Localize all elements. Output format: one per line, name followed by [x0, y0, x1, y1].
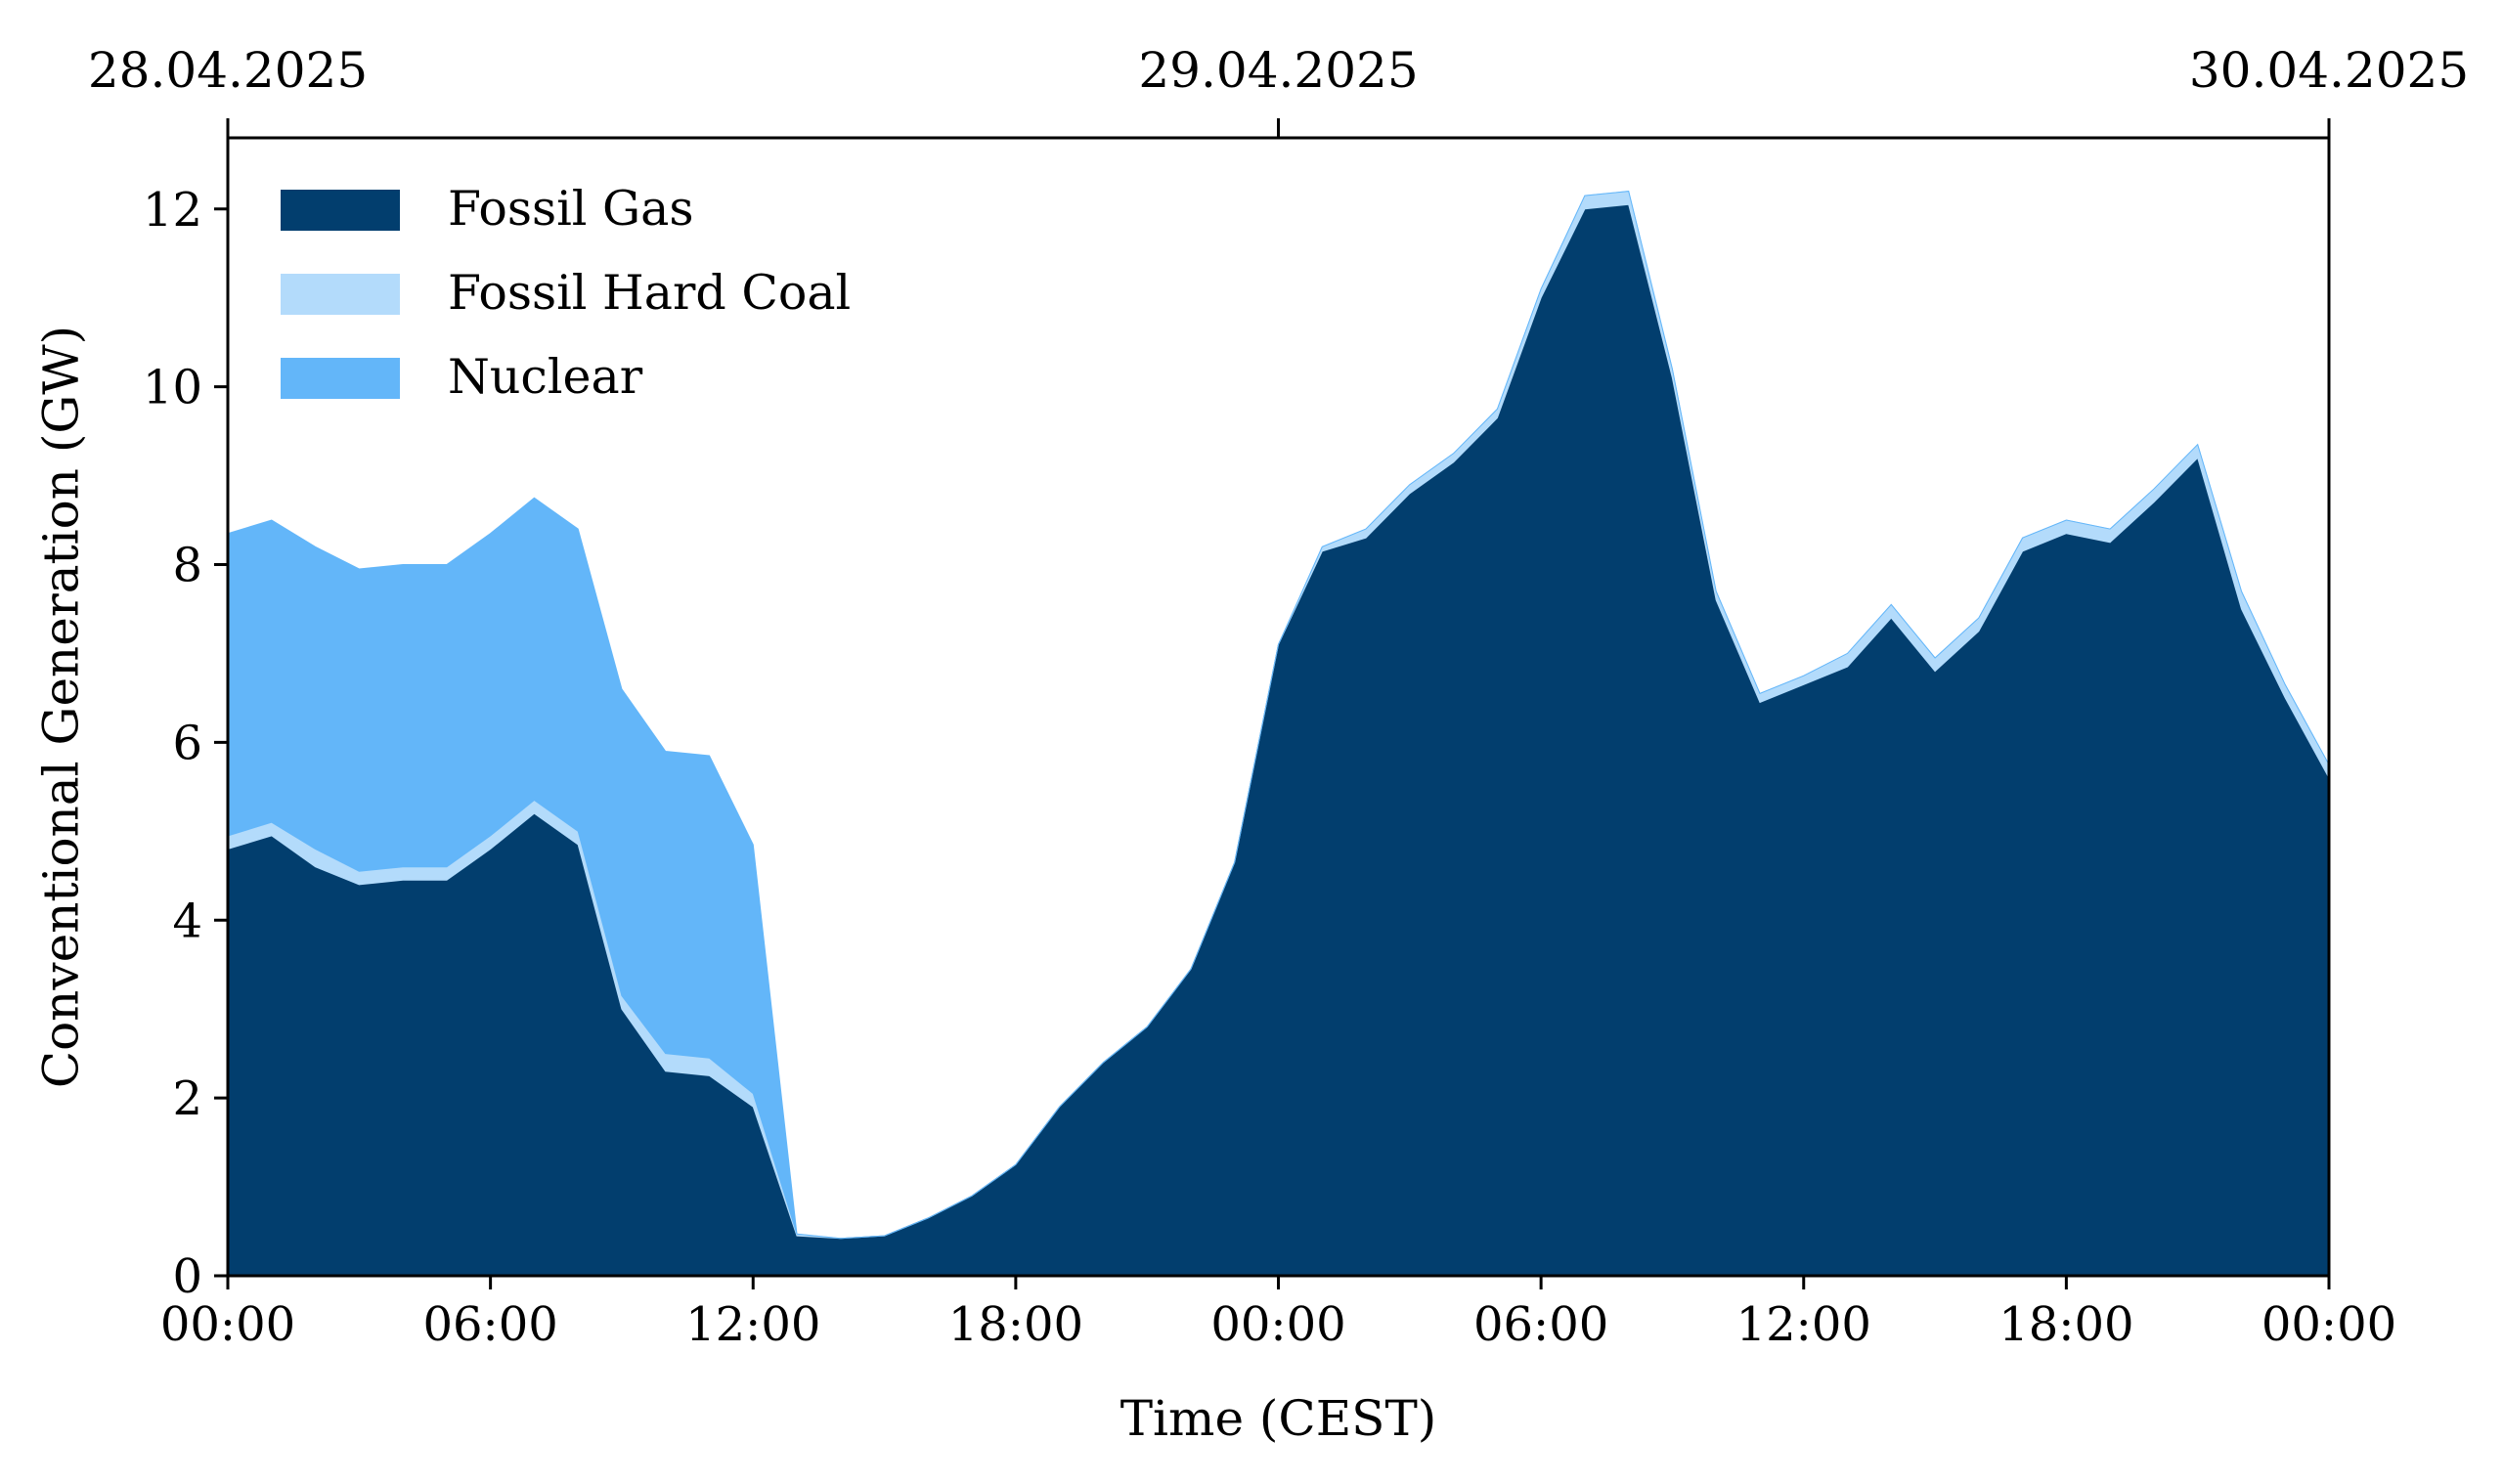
date-tick-label: 28.04.2025 [88, 42, 368, 99]
y-tick-label: 6 [172, 716, 202, 770]
x-tick-label: 00:00 [160, 1297, 295, 1352]
x-tick-label: 06:00 [422, 1297, 557, 1352]
legend-label: Nuclear [448, 349, 643, 405]
area-nuclear [227, 191, 2330, 1240]
x-tick-label: 18:00 [1998, 1297, 2133, 1352]
legend-label: Fossil Hard Coal [448, 265, 851, 321]
y-axis-label: Conventional Generation (GW) [33, 326, 90, 1088]
legend-swatch [281, 358, 400, 399]
legend-swatch [281, 274, 400, 315]
date-tick-label: 29.04.2025 [1138, 42, 1418, 99]
x-tick-label: 12:00 [685, 1297, 820, 1352]
y-tick-label: 0 [172, 1249, 202, 1304]
y-tick-label: 2 [172, 1071, 202, 1126]
x-tick-label: 18:00 [948, 1297, 1083, 1352]
x-axis-label: Time (CEST) [1120, 1390, 1437, 1447]
y-tick-label: 8 [172, 539, 202, 593]
y-tick-label: 12 [143, 183, 202, 238]
x-tick-label: 00:00 [1210, 1297, 1345, 1352]
legend-label: Fossil Gas [448, 181, 694, 237]
x-tick-label: 06:00 [1473, 1297, 1608, 1352]
legend-swatch [281, 190, 400, 231]
y-tick-label: 10 [143, 361, 202, 415]
x-tick-label: 12:00 [1736, 1297, 1871, 1352]
x-tick-label: 00:00 [2261, 1297, 2396, 1352]
date-tick-label: 30.04.2025 [2189, 42, 2469, 99]
axes-layer: 0 2 4 6 8 10 12 00:00 06:00 12:00 18:00 00:00 06:00 1… [88, 42, 2469, 1352]
legend: Fossil Gas Fossil Hard Coal Nuclear [281, 181, 851, 405]
y-tick-label: 4 [172, 894, 202, 948]
